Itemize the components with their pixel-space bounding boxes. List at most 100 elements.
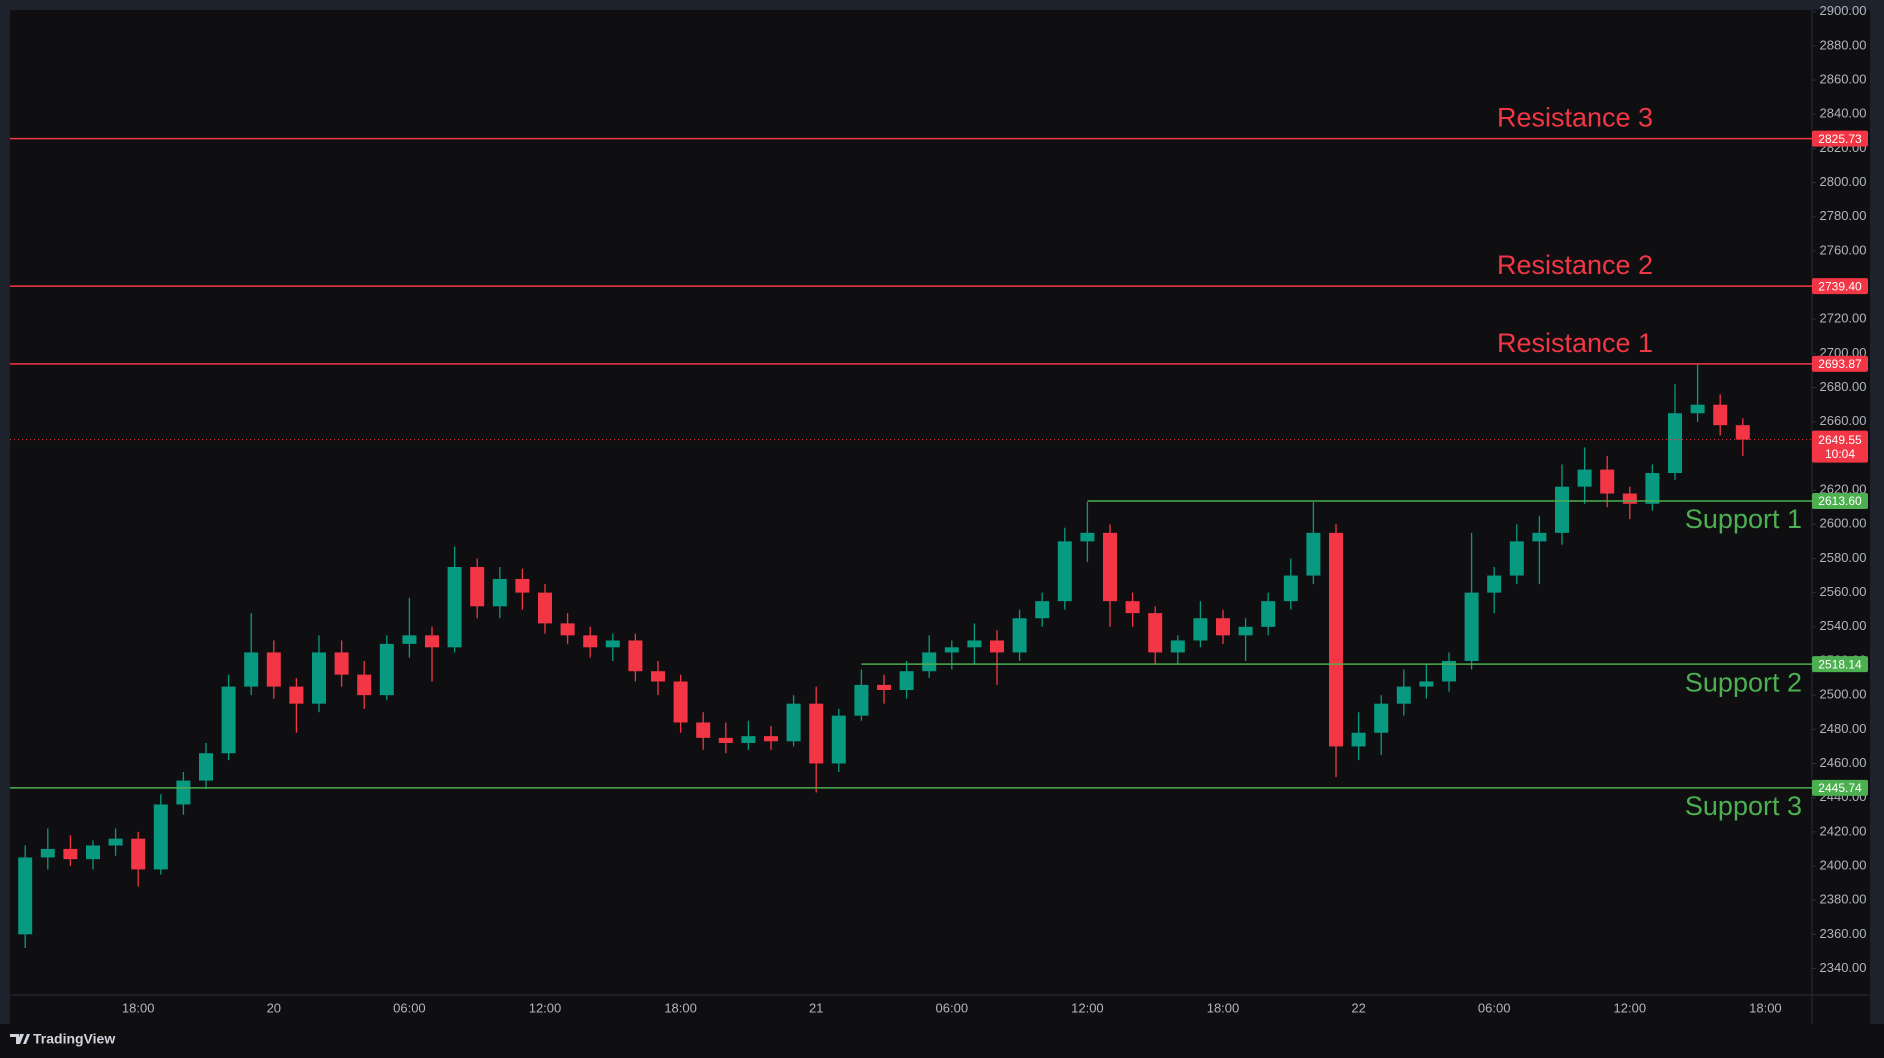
- candle-body: [1509, 541, 1524, 576]
- candle-body: [1713, 404, 1728, 426]
- candle-body: [266, 652, 281, 687]
- candle-body: [1283, 575, 1298, 602]
- candle-body: [63, 848, 78, 860]
- candle-body: [18, 857, 33, 935]
- x-tick-label: 06:00: [1478, 1000, 1511, 1015]
- logo[interactable]: TradingView: [10, 1031, 115, 1047]
- level-label: Support 2: [1685, 667, 1802, 697]
- candle-body: [470, 566, 485, 607]
- candle-body: [1442, 660, 1456, 682]
- candle-body: [379, 643, 394, 696]
- candle-body: [312, 652, 326, 704]
- candle-body: [560, 623, 575, 636]
- x-tick-label: 12:00: [529, 1000, 562, 1015]
- candle-body: [741, 736, 756, 743]
- x-tick-label: 12:00: [1071, 1000, 1104, 1015]
- candle-body: [764, 736, 778, 742]
- price-badge: [1812, 656, 1868, 673]
- candle-body: [944, 647, 959, 653]
- candle-body: [696, 722, 711, 738]
- candle-body: [651, 671, 665, 682]
- x-tick-label: 12:00: [1614, 1000, 1647, 1015]
- candle-body: [967, 640, 982, 648]
- price-badge: [1812, 779, 1868, 796]
- x-tick-label: 06:00: [393, 1000, 426, 1015]
- candle-body: [1351, 732, 1366, 747]
- candle-body: [289, 686, 304, 704]
- candle-body: [1532, 532, 1547, 542]
- candle-body: [1148, 613, 1163, 653]
- candle-body: [40, 848, 55, 858]
- candle-body: [1668, 413, 1682, 474]
- candle-body: [1396, 686, 1411, 704]
- candle-body: [1419, 681, 1434, 687]
- candle-body: [131, 838, 146, 870]
- y-tick-label: 2660.00: [1820, 413, 1867, 428]
- candle-body: [1080, 532, 1095, 542]
- candle-body: [538, 592, 552, 624]
- candle-body: [357, 674, 372, 696]
- x-tick-label: 21: [809, 1000, 823, 1015]
- candle-body: [1374, 703, 1389, 733]
- price-badge-label: 2518.14: [1818, 657, 1862, 671]
- y-tick-label: 2460.00: [1820, 755, 1867, 770]
- candle-body: [922, 652, 937, 672]
- y-tick-label: 2540.00: [1820, 618, 1867, 633]
- candle-body: [1035, 601, 1050, 619]
- candle-body: [1012, 618, 1027, 653]
- y-tick-label: 2860.00: [1820, 71, 1867, 86]
- x-tick-label: 20: [267, 1000, 281, 1015]
- candle-body: [221, 686, 236, 754]
- candle-body: [425, 635, 439, 648]
- current-price-label: 2649.55: [1818, 433, 1862, 447]
- candle-body: [1735, 425, 1750, 440]
- candle-body: [108, 838, 123, 846]
- candle-body: [786, 703, 801, 742]
- y-tick-label: 2380.00: [1820, 892, 1867, 907]
- candle-body: [515, 578, 530, 593]
- y-tick-label: 2680.00: [1820, 379, 1867, 394]
- watermark: TradingView: [33, 1031, 115, 1047]
- price-badge: [1812, 278, 1868, 295]
- x-tick-label: 06:00: [936, 1000, 969, 1015]
- y-tick-label: 2840.00: [1820, 106, 1867, 121]
- candle-body: [86, 845, 100, 860]
- candle-body: [1600, 469, 1615, 494]
- candle-body: [153, 804, 168, 870]
- candle-body: [718, 737, 733, 743]
- y-tick-label: 2560.00: [1820, 584, 1867, 599]
- candle-body: [1193, 618, 1208, 641]
- bottom-bar: [0, 1024, 1884, 1058]
- x-tick-label: 22: [1351, 1000, 1365, 1015]
- candle-body: [1261, 601, 1276, 627]
- x-tick-label: 18:00: [664, 1000, 697, 1015]
- y-tick-label: 2500.00: [1820, 687, 1867, 702]
- price-badge: [1812, 493, 1868, 510]
- candle-body: [492, 578, 507, 607]
- level-label: Resistance 3: [1497, 103, 1653, 133]
- y-tick-label: 2420.00: [1820, 823, 1867, 838]
- y-tick-label: 2340.00: [1820, 960, 1867, 975]
- candle-body: [1555, 486, 1569, 533]
- x-tick-label: 18:00: [122, 1000, 155, 1015]
- y-tick-label: 2400.00: [1820, 857, 1867, 872]
- y-tick-label: 2900.00: [1820, 3, 1867, 18]
- price-badge-label: 2445.74: [1818, 781, 1862, 795]
- y-tick-label: 2880.00: [1820, 37, 1867, 52]
- candle-body: [1125, 601, 1140, 614]
- price-badge: [1812, 130, 1868, 147]
- chart-background: [10, 10, 1870, 1024]
- candle-body: [1690, 404, 1705, 414]
- candle-body: [990, 640, 1004, 653]
- level-label: Resistance 2: [1497, 250, 1653, 280]
- y-tick-label: 2600.00: [1820, 516, 1867, 531]
- candle-body: [402, 635, 417, 644]
- y-tick-label: 2780.00: [1820, 208, 1867, 223]
- price-badge-label: 2613.60: [1818, 494, 1862, 508]
- candle-body: [334, 652, 349, 675]
- candle-body: [854, 684, 869, 716]
- candle-body: [831, 715, 846, 764]
- candle-body: [176, 780, 191, 805]
